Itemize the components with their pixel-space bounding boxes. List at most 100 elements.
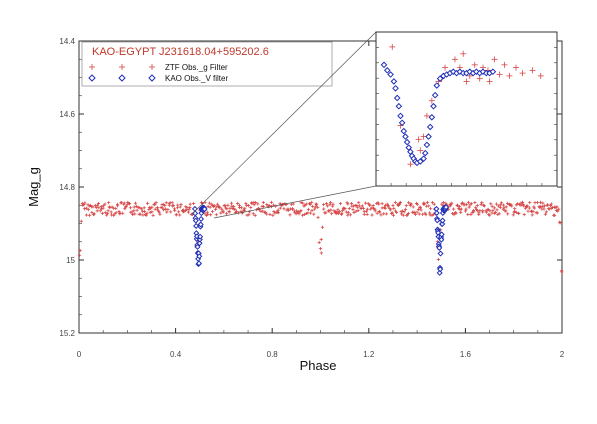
ztf-point bbox=[504, 209, 508, 213]
ztf-point bbox=[186, 210, 191, 214]
ztf-point bbox=[506, 212, 510, 216]
ztf-point bbox=[142, 209, 147, 214]
ztf-point bbox=[115, 202, 120, 206]
ztf-point bbox=[253, 213, 257, 218]
ztf-point bbox=[106, 209, 110, 213]
inset-axis bbox=[376, 47, 557, 186]
ztf-point bbox=[325, 204, 329, 208]
ztf-point bbox=[400, 209, 404, 213]
ztf-point bbox=[522, 212, 526, 217]
inset-ztf-point bbox=[519, 70, 526, 77]
ztf-point bbox=[192, 201, 196, 206]
y-tick-label: 14.8 bbox=[59, 183, 75, 192]
ztf-point bbox=[122, 201, 126, 205]
inset-kao-point bbox=[466, 68, 474, 76]
ztf-point bbox=[541, 201, 545, 205]
ztf-point bbox=[480, 200, 484, 205]
ztf-point bbox=[151, 213, 155, 217]
ztf-point bbox=[230, 206, 234, 210]
ztf-point bbox=[343, 206, 347, 211]
ztf-point bbox=[301, 213, 305, 217]
ztf-point bbox=[362, 210, 366, 214]
ztf-point bbox=[482, 204, 486, 208]
ztf-point bbox=[144, 213, 148, 217]
ztf-point bbox=[148, 211, 152, 215]
ztf-point bbox=[441, 200, 445, 205]
ztf-point bbox=[557, 207, 561, 211]
ztf-point bbox=[169, 210, 173, 214]
ztf-point bbox=[114, 206, 118, 211]
ztf-point bbox=[150, 205, 154, 209]
inset-kao-point bbox=[397, 112, 404, 120]
ztf-point bbox=[521, 200, 525, 204]
ztf-point bbox=[519, 203, 523, 207]
ztf-point bbox=[135, 208, 139, 212]
ztf-point bbox=[489, 202, 493, 206]
ztf-point bbox=[329, 208, 333, 212]
inset-kao-point bbox=[423, 141, 431, 149]
ztf-point bbox=[380, 206, 384, 210]
ztf-point bbox=[337, 209, 342, 214]
ztf-point bbox=[496, 204, 501, 208]
ztf-point bbox=[133, 201, 138, 205]
ztf-point bbox=[316, 205, 320, 209]
ztf-point bbox=[430, 200, 435, 205]
ztf-point bbox=[360, 204, 365, 208]
ztf-point bbox=[346, 202, 350, 206]
ztf-point bbox=[526, 204, 530, 208]
ztf-point bbox=[170, 201, 174, 205]
kao-point bbox=[437, 250, 444, 257]
ztf-point bbox=[499, 203, 503, 207]
ztf-point bbox=[134, 204, 139, 208]
y-axis: 14.4 14.6 14.8 15 15.2 bbox=[59, 37, 562, 338]
ztf-point bbox=[478, 209, 482, 213]
ztf-point bbox=[224, 212, 229, 216]
ztf-point bbox=[107, 205, 111, 209]
ztf-point bbox=[383, 206, 387, 210]
ztf-point bbox=[413, 212, 418, 217]
ztf-point bbox=[386, 204, 390, 208]
ztf-point bbox=[495, 208, 499, 212]
x-tick-label: 1.6 bbox=[460, 350, 472, 359]
ztf-point bbox=[491, 208, 495, 212]
ztf-point bbox=[324, 211, 328, 215]
ztf-point bbox=[153, 202, 157, 207]
ztf-point bbox=[341, 208, 345, 213]
ztf-point bbox=[225, 207, 229, 211]
ztf-point bbox=[313, 207, 317, 211]
ztf-point bbox=[328, 201, 333, 205]
ztf-point bbox=[392, 206, 396, 210]
legend-title: KAO-EGYPT J231618.04+595202.6 bbox=[92, 46, 269, 58]
ztf-point bbox=[530, 213, 534, 217]
legend-kao-symbol bbox=[88, 74, 96, 82]
ztf-point bbox=[254, 201, 258, 205]
ztf-point bbox=[150, 210, 154, 214]
ztf-point bbox=[550, 205, 555, 210]
ztf-point bbox=[463, 209, 468, 213]
ztf-point bbox=[378, 210, 382, 214]
ztf-point bbox=[328, 203, 332, 207]
ztf-point bbox=[215, 202, 220, 206]
ztf-point bbox=[249, 205, 253, 210]
inset-kao-point bbox=[449, 68, 457, 76]
kao-point bbox=[197, 221, 204, 228]
ztf-point bbox=[291, 202, 295, 206]
ztf-point bbox=[352, 204, 356, 208]
ztf-point bbox=[316, 215, 320, 219]
kao-point bbox=[436, 269, 443, 276]
ztf-point bbox=[497, 212, 501, 216]
ztf-point bbox=[165, 210, 169, 214]
ztf-point bbox=[317, 240, 321, 245]
ztf-point bbox=[318, 247, 323, 251]
ztf-point bbox=[419, 208, 423, 212]
ztf-point bbox=[132, 209, 136, 213]
ztf-point bbox=[355, 203, 359, 208]
ztf-point bbox=[312, 212, 316, 216]
ztf-point bbox=[273, 211, 277, 215]
ztf-point bbox=[320, 225, 325, 229]
ztf-point bbox=[188, 205, 192, 209]
inset-kao-point bbox=[426, 123, 434, 131]
ztf-point bbox=[355, 205, 359, 209]
ztf-point bbox=[243, 206, 247, 210]
ztf-point bbox=[178, 213, 182, 217]
